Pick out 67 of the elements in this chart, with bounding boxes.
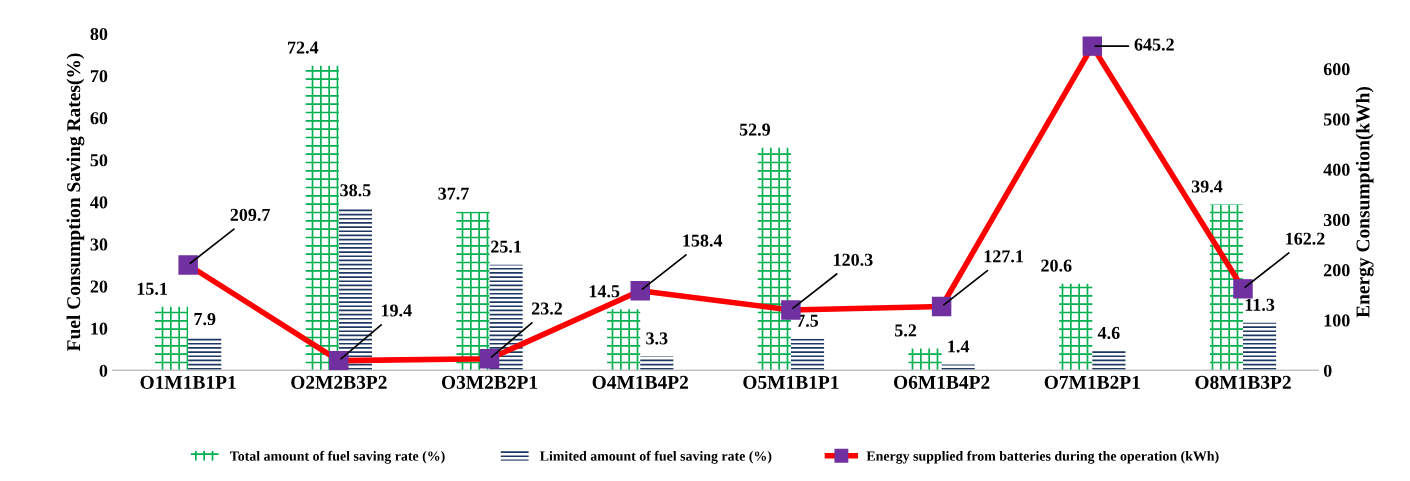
data-label: 11.3 xyxy=(1245,298,1275,311)
data-label: 37.7 xyxy=(438,187,469,200)
data-label: 15.1 xyxy=(137,282,167,295)
data-label: 25.1 xyxy=(491,240,521,253)
y-tick-label: 0 xyxy=(99,364,108,377)
y2-tick-label: 100 xyxy=(1324,314,1350,327)
data-label: 38.5 xyxy=(340,184,371,197)
x-tick-label: O1M1B1P1 xyxy=(140,375,236,389)
y2-tick-label: 600 xyxy=(1323,63,1350,76)
data-label: 23.2 xyxy=(531,302,563,315)
y-tick-label: 10 xyxy=(91,322,108,335)
data-label: 20.6 xyxy=(1041,259,1072,272)
bar xyxy=(1209,204,1243,371)
bar xyxy=(941,364,975,371)
y-tick-label: 80 xyxy=(90,27,108,41)
data-label: 4.6 xyxy=(1097,326,1120,340)
data-label: 19.4 xyxy=(381,304,412,317)
data-label: 72.4 xyxy=(288,41,319,54)
bar xyxy=(188,337,222,371)
data-label: 14.5 xyxy=(589,285,620,298)
bar xyxy=(1059,283,1093,371)
data-label: 209.7 xyxy=(230,208,270,221)
y2-tick-label: 400 xyxy=(1323,163,1350,176)
y-tick-label: 20 xyxy=(90,280,108,293)
data-label: 120.3 xyxy=(834,253,873,266)
data-label: 52.9 xyxy=(739,123,771,136)
data-label: 1.4 xyxy=(948,340,970,353)
y2-tick-label: 300 xyxy=(1323,213,1350,227)
x-tick-label: O2M2B3P2 xyxy=(291,375,387,389)
legend-label: Total amount of fuel saving rate (%) xyxy=(229,450,445,464)
bar xyxy=(1243,322,1277,371)
y2-tick-label: 200 xyxy=(1323,264,1350,277)
y-tick-label: 40 xyxy=(90,196,108,209)
x-tick-label: O8M1B3P2 xyxy=(1195,375,1291,389)
legend-label: Limited amount of fuel saving rate (%) xyxy=(539,450,772,464)
bar xyxy=(607,309,641,371)
y-tick-label: 60 xyxy=(90,112,108,125)
y2-axis-title: Energy Consumption(kWh) xyxy=(1355,86,1374,318)
bar xyxy=(757,147,791,371)
data-label: 127.1 xyxy=(984,250,1023,263)
x-tick-label: O6M1B4P2 xyxy=(893,375,990,389)
y2-tick-label: 0 xyxy=(1323,364,1332,377)
x-tick-label: O5M1B1P1 xyxy=(743,375,839,389)
y2-tick-label: 500 xyxy=(1323,113,1350,126)
data-label: 5.2 xyxy=(895,324,917,337)
y-tick-label: 50 xyxy=(90,154,108,167)
bar xyxy=(640,356,674,371)
bar xyxy=(154,306,189,371)
y-tick-label: 30 xyxy=(90,238,108,251)
bar xyxy=(305,65,339,371)
bar xyxy=(1092,351,1126,371)
x-tick-label: O3M2B2P1 xyxy=(441,375,538,389)
data-label: 39.4 xyxy=(1191,180,1223,193)
data-label: 162.2 xyxy=(1286,232,1325,245)
y-tick-label: 70 xyxy=(90,70,108,83)
bar xyxy=(338,208,372,371)
data-label: 7.9 xyxy=(194,312,216,326)
legend-label: Energy supplied from batteries during the operation (kWh) xyxy=(866,450,1219,464)
data-label: 645.2 xyxy=(1134,38,1174,51)
x-tick-label: O7M1B2P1 xyxy=(1044,375,1140,389)
data-label: 3.3 xyxy=(646,332,668,345)
bar xyxy=(790,338,825,371)
x-tick-label: O4M1B4P2 xyxy=(592,375,688,389)
bar xyxy=(456,211,490,371)
data-label: 158.4 xyxy=(683,234,723,247)
y-axis-title: Fuel Consumption Saving Rates(%) xyxy=(66,53,85,352)
bar xyxy=(908,348,942,371)
